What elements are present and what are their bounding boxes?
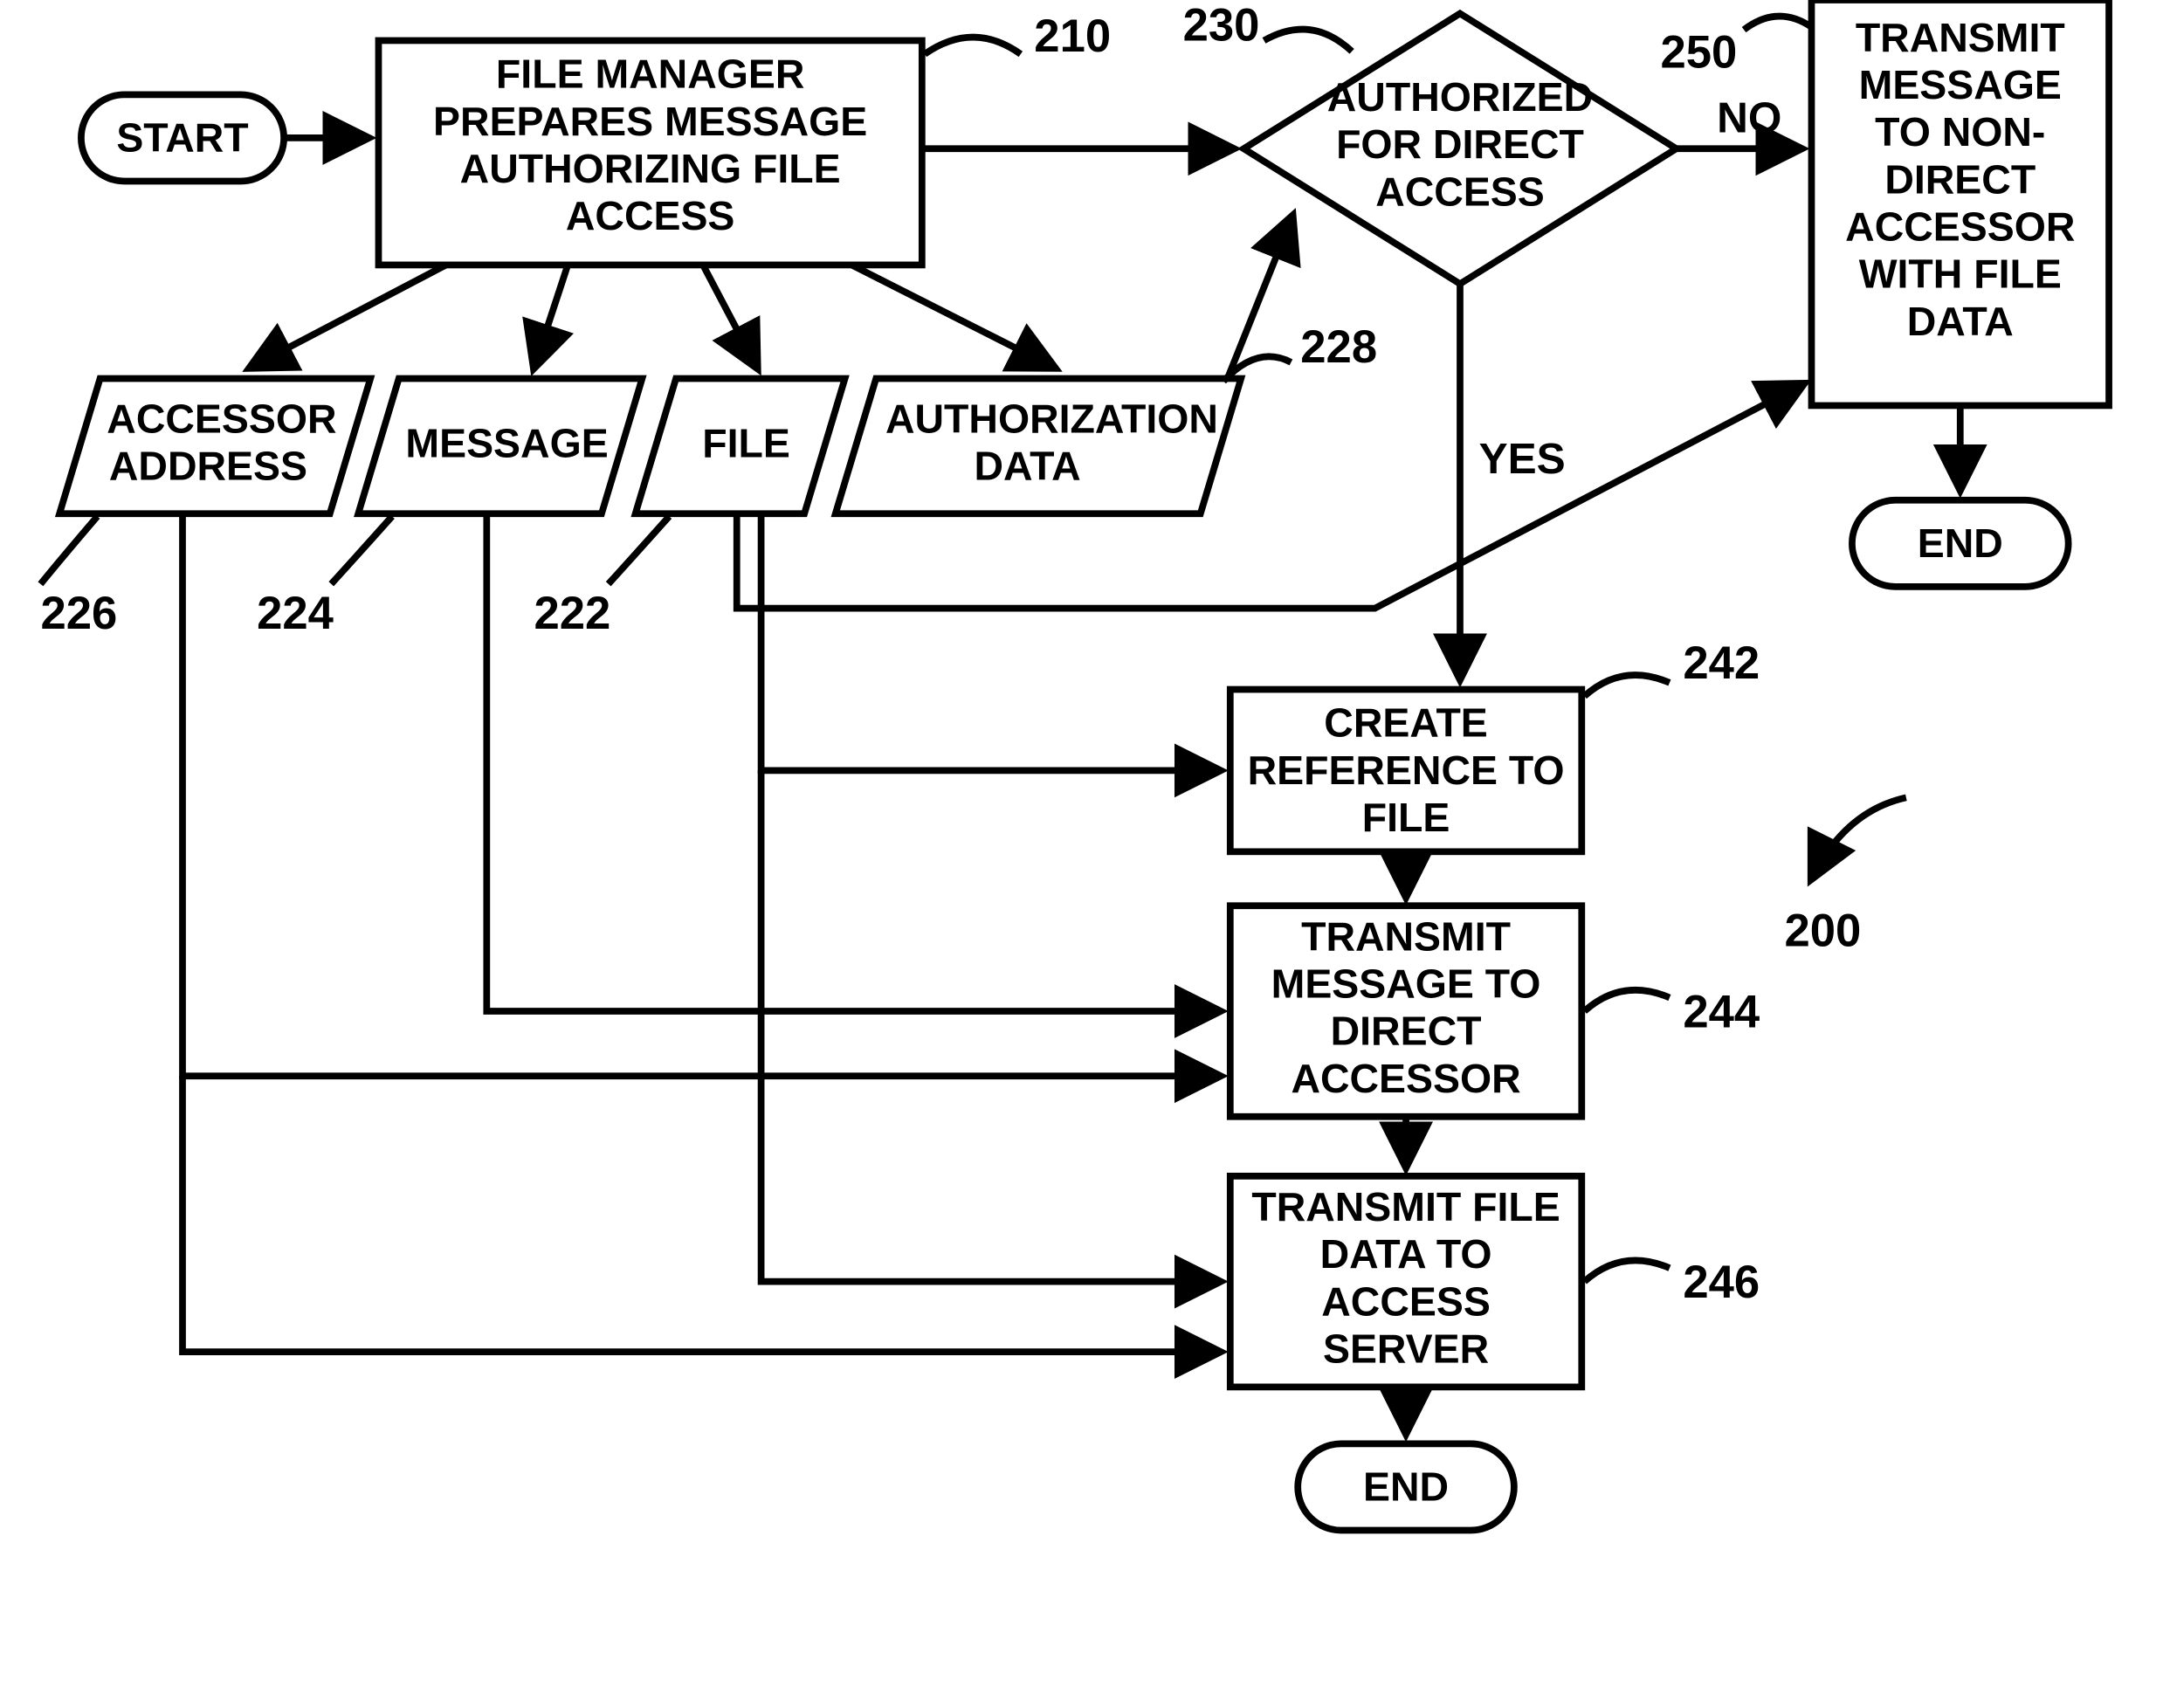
svg-text:FILE: FILE <box>702 420 790 465</box>
node-end2: END <box>1298 1443 1514 1530</box>
edge-210-228 <box>851 265 1054 368</box>
edge-210-226 <box>250 265 445 368</box>
svg-text:MESSAGE: MESSAGE <box>405 420 608 465</box>
ref-curve-224 <box>331 516 392 583</box>
svg-text:AUTHORIZED: AUTHORIZED <box>1327 74 1593 120</box>
node-start: START <box>81 94 284 181</box>
svg-text:ADDRESS: ADDRESS <box>109 444 307 489</box>
node-226: ACCESSOR ADDRESS <box>59 378 370 513</box>
svg-text:FOR DIRECT: FOR DIRECT <box>1336 121 1584 167</box>
node-228: AUTHORIZATION DATA <box>836 378 1241 513</box>
svg-text:MESSAGE TO: MESSAGE TO <box>1271 961 1541 1007</box>
svg-text:TO NON-: TO NON- <box>1875 109 2045 155</box>
svg-text:START: START <box>116 114 248 160</box>
ref-224: 224 <box>257 588 334 639</box>
node-246: TRANSMIT FILE DATA TO ACCESS SERVER <box>1230 1176 1582 1388</box>
edge-label-no: NO <box>1717 94 1781 142</box>
node-224: MESSAGE <box>358 378 642 513</box>
ref-222: 222 <box>534 588 611 639</box>
ref-curve-226 <box>40 516 97 583</box>
svg-text:DIRECT: DIRECT <box>1331 1009 1482 1054</box>
svg-text:AUTHORIZATION: AUTHORIZATION <box>885 396 1218 441</box>
svg-text:ACCESSOR: ACCESSOR <box>1845 204 2075 250</box>
ref-210: 210 <box>1034 10 1111 62</box>
edge-222-242 <box>761 513 1220 770</box>
svg-text:MESSAGE: MESSAGE <box>1859 62 2062 107</box>
svg-text:ACCESSOR: ACCESSOR <box>107 396 336 441</box>
svg-text:DATA: DATA <box>975 444 1081 489</box>
ref-226: 226 <box>40 588 117 639</box>
edge-210-222 <box>703 265 757 368</box>
node-222: FILE <box>636 378 845 513</box>
node-end1: END <box>1852 500 2069 587</box>
svg-text:TRANSMIT: TRANSMIT <box>1856 15 2065 60</box>
svg-text:DIRECT: DIRECT <box>1884 156 2036 202</box>
svg-text:END: END <box>1363 1464 1449 1509</box>
node-210: FILE MANAGER PREPARES MESSAGE AUTHORIZIN… <box>378 40 921 265</box>
svg-text:SERVER: SERVER <box>1323 1326 1489 1372</box>
edge-label-yes: YES <box>1479 435 1566 483</box>
svg-text:TRANSMIT FILE: TRANSMIT FILE <box>1251 1184 1560 1229</box>
node-242: CREATE REFERENCE TO FILE <box>1230 690 1582 852</box>
svg-text:CREATE: CREATE <box>1324 700 1487 746</box>
ref-244: 244 <box>1683 987 1760 1038</box>
node-244: TRANSMIT MESSAGE TO DIRECT ACCESSOR <box>1230 906 1582 1117</box>
ref-curve-244 <box>1584 990 1670 1011</box>
svg-text:ACCESS: ACCESS <box>1375 169 1545 214</box>
svg-text:FILE: FILE <box>1362 795 1450 840</box>
ref-242: 242 <box>1683 637 1760 689</box>
svg-text:FILE MANAGER: FILE MANAGER <box>496 52 804 97</box>
svg-text:WITH FILE: WITH FILE <box>1859 251 2062 297</box>
svg-text:ACCESS: ACCESS <box>1321 1278 1491 1324</box>
svg-text:ACCESS: ACCESS <box>566 193 735 238</box>
ref-curve-242 <box>1584 675 1670 696</box>
ref-curve-222 <box>609 516 670 583</box>
ref-246: 246 <box>1683 1257 1760 1308</box>
ref-curve-250 <box>1744 17 1811 31</box>
ref-250: 250 <box>1661 26 1738 78</box>
svg-text:DATA: DATA <box>1907 299 2014 344</box>
edge-226-244 <box>183 513 1219 1076</box>
svg-text:REFERENCE TO: REFERENCE TO <box>1248 747 1565 793</box>
ref-curve-246 <box>1584 1260 1670 1281</box>
ref-230: 230 <box>1183 0 1260 51</box>
edge-210-224 <box>534 265 568 368</box>
svg-text:ACCESSOR: ACCESSOR <box>1291 1056 1520 1101</box>
svg-text:200: 200 <box>1785 906 1862 957</box>
svg-text:TRANSMIT: TRANSMIT <box>1301 913 1511 959</box>
ref-curve-230 <box>1264 30 1352 52</box>
fig-ref-200: 200 <box>1785 797 1906 956</box>
svg-text:END: END <box>1918 520 2003 566</box>
edge-222-246 <box>761 770 1220 1281</box>
flowchart-diagram: NO YES START FILE MANAGER PREPARES MESSA… <box>0 0 2163 1704</box>
edges <box>183 138 1960 1433</box>
node-230: AUTHORIZED FOR DIRECT ACCESS <box>1243 13 1676 284</box>
svg-text:PREPARES MESSAGE: PREPARES MESSAGE <box>433 99 867 144</box>
ref-curve-210 <box>925 38 1021 54</box>
svg-text:AUTHORIZING FILE: AUTHORIZING FILE <box>460 146 841 191</box>
edge-226-246 <box>183 1076 1219 1352</box>
node-250: TRANSMIT MESSAGE TO NON- DIRECT ACCESSOR… <box>1811 0 2109 405</box>
ref-228: 228 <box>1300 321 1377 373</box>
svg-text:DATA TO: DATA TO <box>1320 1231 1492 1277</box>
